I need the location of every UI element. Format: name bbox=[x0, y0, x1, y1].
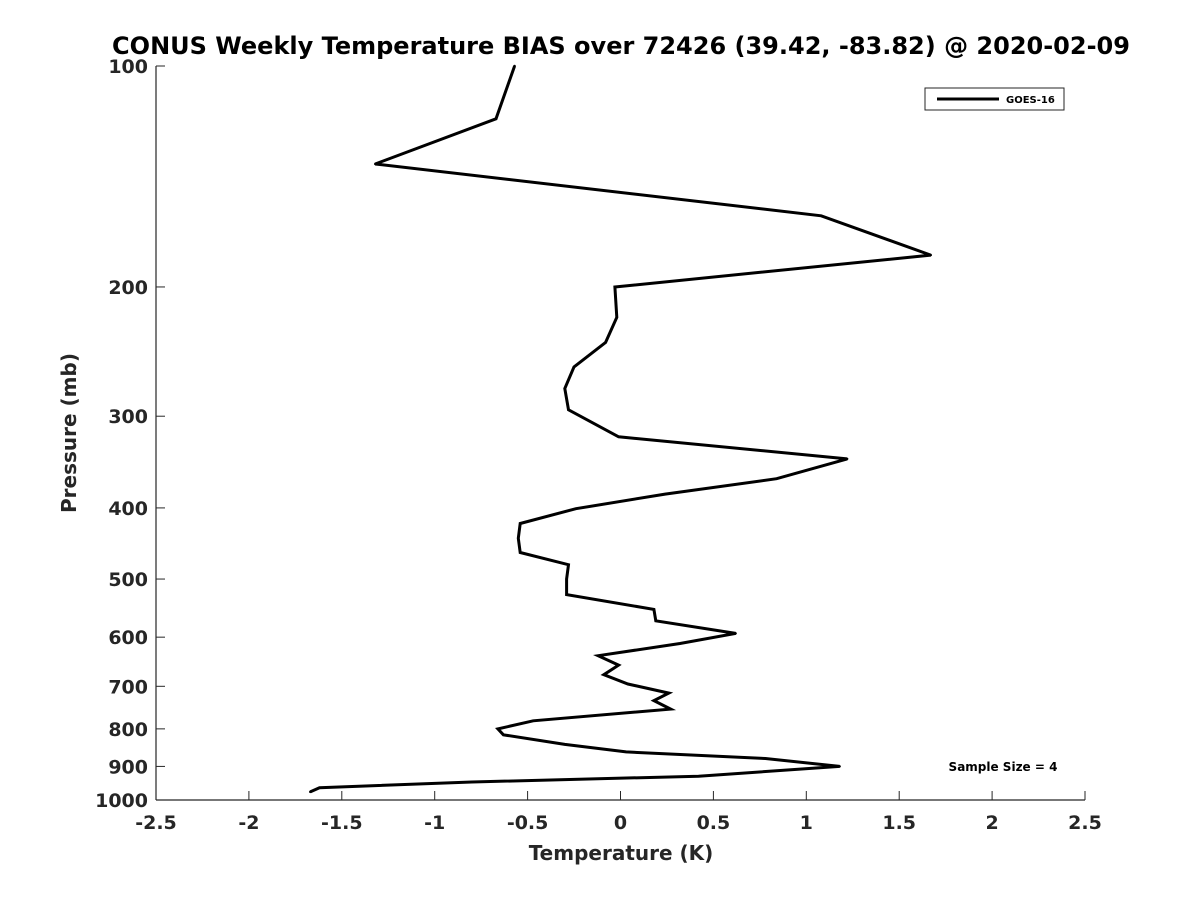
x-tick-label: 0 bbox=[614, 812, 627, 834]
data-point bbox=[617, 435, 620, 438]
legend-label: GOES-16 bbox=[1006, 95, 1055, 106]
y-tick-label: 600 bbox=[108, 627, 148, 649]
data-point bbox=[652, 608, 656, 611]
data-point bbox=[617, 663, 620, 667]
data-point bbox=[929, 253, 932, 257]
x-tick-label: 2 bbox=[985, 812, 998, 834]
y-axis-ticks: 100 200 300 400 500 600 700 800 900 1000 bbox=[95, 56, 165, 812]
data-point bbox=[820, 214, 823, 217]
data-point bbox=[654, 619, 657, 622]
data-point bbox=[697, 775, 700, 778]
x-axis-ticks: -2.5 -2 -1.5 -1 -0.5 0 0.5 1 1.5 2 2.5 bbox=[135, 791, 1102, 834]
x-tick-label: -1.5 bbox=[321, 812, 363, 834]
y-tick-label: 700 bbox=[108, 676, 148, 698]
data-point bbox=[624, 750, 628, 754]
data-point bbox=[734, 632, 737, 635]
x-tick-label: -1 bbox=[424, 812, 445, 834]
x-tick-label: 1.5 bbox=[882, 812, 916, 834]
x-axis-label: Temperature (K) bbox=[529, 841, 714, 865]
data-point bbox=[496, 727, 500, 731]
y-tick-label: 300 bbox=[108, 406, 148, 428]
y-tick-label: 500 bbox=[108, 569, 148, 591]
data-point bbox=[374, 162, 377, 166]
data-point bbox=[626, 682, 630, 686]
y-tick-label: 100 bbox=[108, 56, 148, 78]
data-point bbox=[678, 642, 682, 645]
y-tick-label: 800 bbox=[108, 719, 148, 741]
data-point bbox=[604, 341, 607, 344]
x-tick-label: 1 bbox=[800, 812, 813, 834]
data-point bbox=[667, 691, 670, 695]
data-point bbox=[613, 285, 617, 289]
data-point bbox=[517, 537, 520, 540]
y-tick-label: 1000 bbox=[95, 790, 148, 812]
data-point bbox=[502, 733, 505, 736]
data-point bbox=[318, 786, 321, 789]
x-tick-label: 0.5 bbox=[697, 812, 731, 834]
x-tick-label: -0.5 bbox=[507, 812, 549, 834]
series-line-goes-16 bbox=[309, 65, 932, 794]
data-point bbox=[513, 64, 516, 68]
data-point bbox=[838, 765, 841, 768]
y-tick-label: 200 bbox=[108, 277, 148, 299]
data-point bbox=[563, 387, 566, 390]
data-point bbox=[309, 790, 312, 794]
data-point bbox=[572, 365, 576, 369]
data-point bbox=[565, 593, 568, 596]
data-point bbox=[567, 563, 570, 566]
data-point bbox=[669, 707, 672, 711]
x-tick-label: 2.5 bbox=[1068, 812, 1102, 834]
data-point bbox=[494, 117, 498, 121]
legend: GOES-16 bbox=[924, 87, 1065, 111]
data-point bbox=[567, 408, 570, 411]
data-point bbox=[565, 577, 568, 581]
data-point bbox=[470, 780, 474, 784]
data-point bbox=[597, 654, 600, 657]
data-point bbox=[764, 757, 767, 760]
data-point bbox=[519, 522, 522, 525]
data-point bbox=[775, 477, 778, 480]
data-point bbox=[602, 673, 605, 676]
x-tick-label: -2 bbox=[238, 812, 259, 834]
sample-size-annotation: Sample Size = 4 bbox=[949, 760, 1058, 774]
y-tick-label: 900 bbox=[108, 756, 148, 778]
y-axis-label: Pressure (mb) bbox=[57, 353, 81, 513]
data-point bbox=[615, 316, 618, 319]
data-points bbox=[309, 64, 932, 794]
chart-title: CONUS Weekly Temperature BIAS over 72426… bbox=[112, 32, 1130, 60]
data-point bbox=[563, 743, 566, 746]
data-point bbox=[574, 507, 578, 510]
data-point bbox=[532, 719, 535, 722]
x-tick-label: -2.5 bbox=[135, 812, 177, 834]
data-point bbox=[519, 551, 522, 554]
data-point bbox=[846, 457, 849, 461]
y-tick-label: 400 bbox=[108, 498, 148, 520]
data-point bbox=[663, 492, 667, 496]
data-point bbox=[652, 699, 656, 702]
